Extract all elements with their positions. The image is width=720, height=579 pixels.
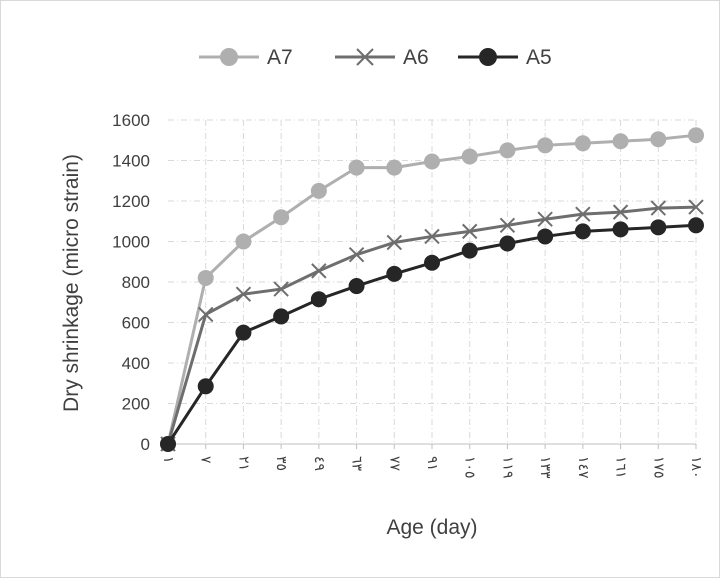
marker-point [688, 217, 704, 234]
marker-point [479, 48, 497, 66]
y-tick-label: 1000 [112, 233, 150, 252]
x-tick-label: ١ [161, 456, 177, 464]
axes [167, 443, 697, 449]
marker-point [612, 221, 629, 238]
legend: A7 A6 A5 [199, 46, 552, 69]
marker-x [386, 234, 402, 251]
marker-point [197, 378, 214, 395]
marker-point [310, 182, 327, 199]
marker-point [235, 324, 252, 341]
x-tick-label: ٩١ [425, 456, 441, 471]
legend-item: A7 [199, 46, 293, 69]
marker-point [386, 265, 403, 282]
marker-point [348, 278, 365, 295]
marker-x [462, 223, 478, 240]
marker-point [273, 209, 290, 226]
marker-x [235, 286, 252, 302]
x-axis-title: Age (day) [386, 516, 477, 539]
x-tick-label: ١١٩ [500, 456, 516, 479]
y-tick-label: 1200 [112, 192, 150, 211]
marker-point [386, 159, 403, 176]
y-tick-label: 800 [122, 273, 150, 292]
marker-point [461, 242, 478, 259]
marker-point [574, 135, 591, 152]
marker-x [198, 306, 214, 323]
y-tick-label: 1400 [112, 152, 150, 171]
y-tick-label: 0 [141, 435, 150, 454]
marker-x [356, 48, 374, 66]
y-tick-labels: 0 200 400 600 800 1000 1200 1400 1600 [112, 111, 150, 454]
x-tick-label: ١٦١ [614, 456, 630, 479]
marker-x [537, 211, 553, 227]
marker-x [273, 281, 289, 297]
marker-point [688, 127, 704, 144]
marker-x [688, 199, 704, 215]
marker-point [537, 137, 554, 154]
marker-point [461, 148, 478, 165]
y-tick-label: 600 [122, 314, 150, 333]
marker-point [235, 233, 252, 250]
marker-point [220, 48, 238, 66]
series-a5 [160, 217, 704, 452]
marker-x [650, 200, 666, 216]
x-tick-label: ١٧٥ [651, 456, 667, 479]
marker-point [424, 153, 440, 170]
legend-label: A5 [526, 46, 552, 69]
marker-x [612, 204, 629, 220]
y-axis-title: Dry shrinkage (micro strain) [60, 154, 83, 412]
legend-item: A5 [458, 46, 552, 69]
marker-point [160, 436, 176, 452]
marker-x [424, 228, 440, 245]
x-tick-label: ٦٣ [350, 456, 366, 472]
marker-x [499, 217, 516, 234]
marker-x [575, 206, 591, 222]
x-tick-label: ٣٥ [274, 456, 290, 471]
x-tick-label: ٢١ [236, 456, 252, 471]
y-tick-label: 200 [122, 395, 150, 414]
marker-point [650, 219, 667, 236]
y-tick-label: 400 [122, 354, 150, 373]
x-tick-label: ٧٧ [387, 456, 403, 472]
marker-point [273, 308, 290, 325]
marker-x [311, 263, 327, 279]
x-tick-label: ٤٩ [312, 456, 328, 471]
x-tick-label: ١٣٣ [538, 456, 554, 479]
marker-point [310, 291, 327, 308]
series-lines [160, 127, 704, 452]
marker-point [348, 159, 365, 176]
legend-label: A6 [403, 46, 429, 69]
marker-point [197, 269, 214, 286]
series-a6 [160, 199, 704, 452]
marker-point [537, 228, 554, 245]
x-tick-label: ١٤٧ [576, 456, 592, 479]
legend-label: A7 [267, 46, 293, 69]
marker-point [574, 223, 591, 240]
y-tick-label: 1600 [112, 111, 150, 130]
x-tick-labels: ١ ٧ ٢١ ٣٥ ٤٩ ٦٣ ٧٧ ٩١ ١٠٥ ١١٩ ١٣٣ ١٤٧ ١٦١ ١٧٥ ١٨٠ [161, 456, 705, 479]
x-tick-label: ١٨٠ [689, 456, 705, 479]
marker-point [499, 235, 516, 252]
x-tick-label: ٧ [199, 456, 215, 464]
marker-point [650, 131, 667, 148]
legend-item: A6 [335, 46, 429, 69]
marker-point [499, 142, 516, 159]
marker-x [348, 246, 365, 263]
marker-point [424, 254, 440, 271]
marker-point [612, 133, 629, 150]
x-tick-label: ١٠٥ [463, 456, 479, 479]
